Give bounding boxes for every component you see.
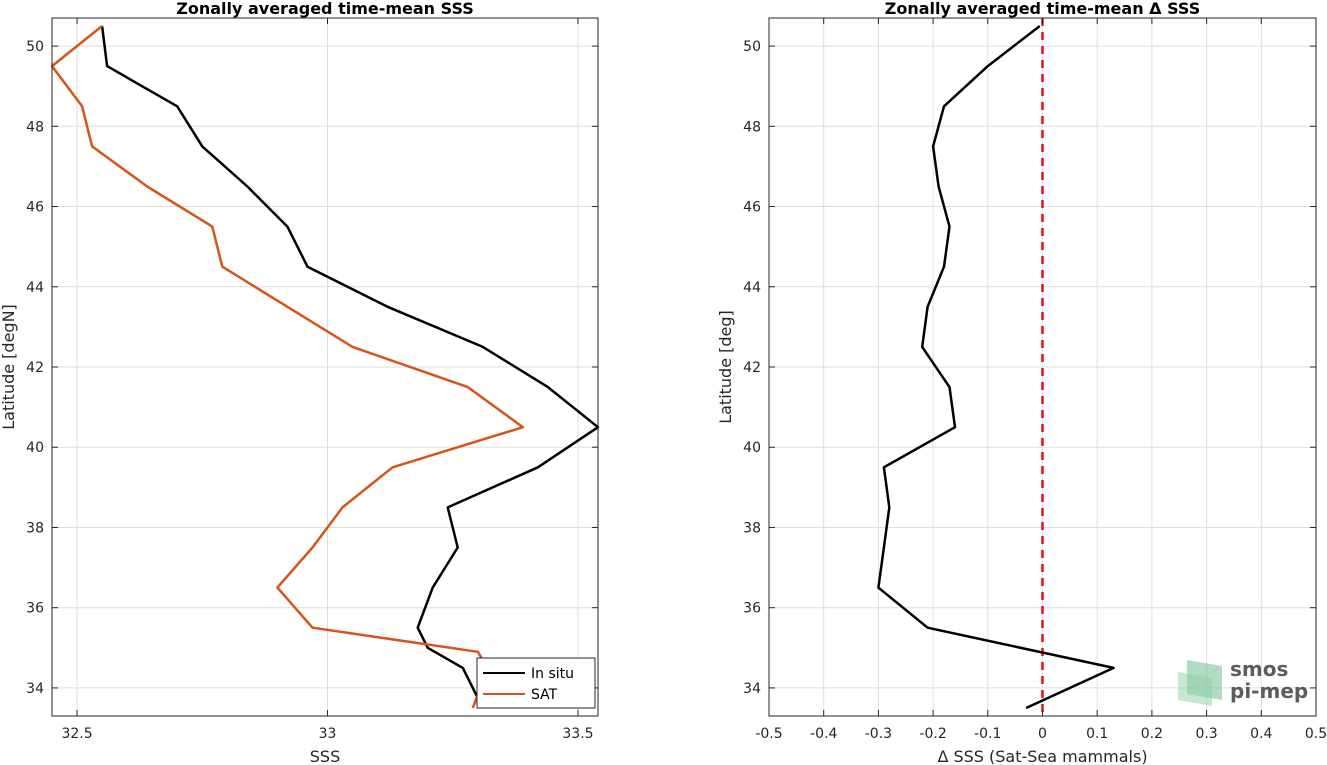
watermark-text-smos: smos <box>1230 657 1288 681</box>
y-tick-label: 36 <box>26 601 44 617</box>
y-tick-label: 34 <box>26 681 44 697</box>
sss-series <box>50 25 600 709</box>
x-tick-label: 0.4 <box>1250 726 1272 742</box>
legend-label-in-situ: In situ <box>531 666 574 682</box>
sss-grid <box>52 18 598 716</box>
legend-box <box>476 657 596 709</box>
series-line-sat <box>50 25 525 709</box>
y-tick-label: 44 <box>26 280 44 296</box>
delta-grid <box>768 18 1317 716</box>
y-tick-label: 46 <box>743 200 761 216</box>
sss-axes-box <box>51 17 599 717</box>
delta-sss-line <box>877 25 1115 710</box>
sss-ticks: 32.5 33 33.5 34 36 38 40 42 44 46 48 50 <box>26 18 598 742</box>
x-tick-label: 32.5 <box>61 726 92 742</box>
series-line-in-situ <box>100 25 600 709</box>
x-tick-label: 33.5 <box>562 726 593 742</box>
x-tick-label: 0.5 <box>1305 726 1327 742</box>
y-tick-label: 50 <box>26 39 44 55</box>
y-tick-label: 50 <box>743 39 761 55</box>
x-tick-label: -0.4 <box>810 726 837 742</box>
y-tick-label: 34 <box>743 681 761 697</box>
smos-pi-mep-watermark: smos pi-mep <box>1178 657 1308 706</box>
sss-chart: 32.5 33 33.5 34 36 38 40 42 44 46 48 50 Zonally ave… <box>0 0 600 765</box>
delta-ticks: -0.5 -0.4 -0.3 -0.2 -0.1 0 0.1 0.2 0.3 0.4 0.5 34 36… <box>743 18 1327 742</box>
sss-legend: In situ SAT <box>476 657 596 709</box>
sss-x-axis-label: SSS <box>310 747 340 765</box>
x-tick-label: -0.5 <box>755 726 782 742</box>
y-tick-label: 38 <box>26 520 44 536</box>
legend-label-sat: SAT <box>531 687 558 703</box>
y-tick-label: 42 <box>26 360 44 376</box>
y-tick-label: 40 <box>26 440 44 456</box>
watermark-logo-shape <box>1178 672 1212 706</box>
delta-x-axis-label: Δ SSS (Sat-Sea mammals) <box>937 747 1147 765</box>
y-tick-label: 40 <box>743 440 761 456</box>
x-tick-label: 0 <box>1038 726 1047 742</box>
y-tick-label: 42 <box>743 360 761 376</box>
x-tick-label: -0.3 <box>865 726 892 742</box>
sss-y-axis-label: Latitude [degN] <box>0 304 18 430</box>
delta-sss-chart: smos pi-mep -0.5 -0.4 -0.3 -0.2 -0.1 0 0.1 0.2 0… <box>716 0 1327 765</box>
x-tick-label: -0.1 <box>974 726 1001 742</box>
x-tick-label: 0.1 <box>1086 726 1108 742</box>
x-tick-label: -0.2 <box>919 726 946 742</box>
delta-y-axis-label: Latitude [deg] <box>716 310 735 424</box>
delta-chart-title: Zonally averaged time-mean Δ SSS <box>885 0 1201 18</box>
x-tick-label: 0.2 <box>1141 726 1163 742</box>
x-tick-label: 33 <box>319 726 337 742</box>
delta-series <box>877 25 1115 710</box>
delta-axes-box <box>768 17 1317 717</box>
y-tick-label: 36 <box>743 601 761 617</box>
x-tick-label: 0.3 <box>1195 726 1217 742</box>
y-tick-label: 44 <box>743 280 761 296</box>
y-tick-label: 46 <box>26 200 44 216</box>
y-tick-label: 38 <box>743 520 761 536</box>
y-tick-label: 48 <box>743 119 761 135</box>
watermark-text-pi-mep: pi-mep <box>1230 679 1308 703</box>
y-tick-label: 48 <box>26 119 44 135</box>
sss-chart-title: Zonally averaged time-mean SSS <box>176 0 474 18</box>
